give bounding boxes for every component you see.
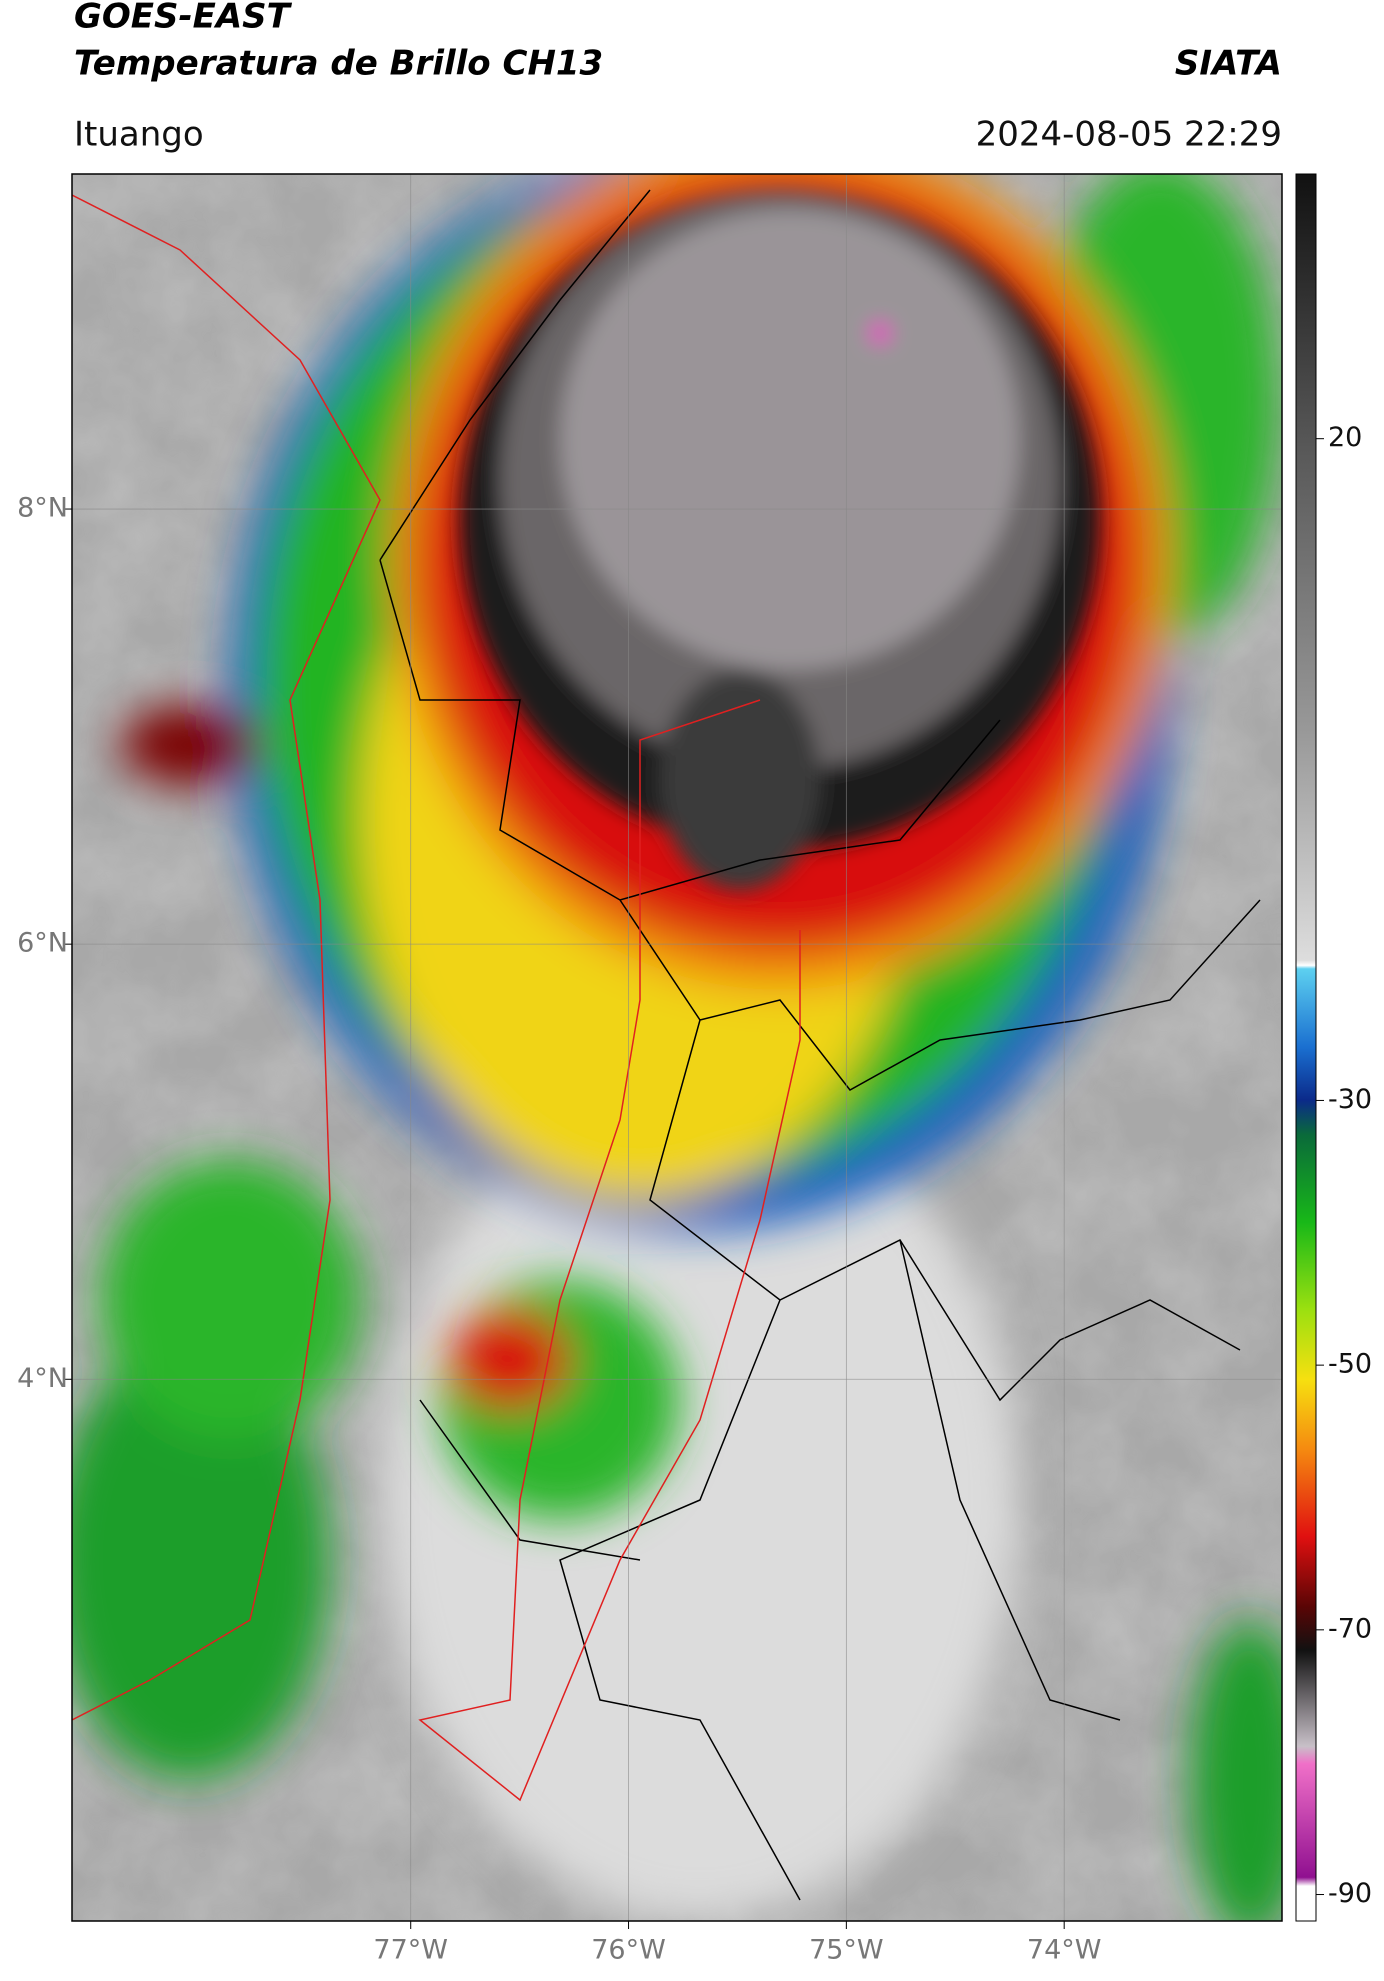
x-tick-label: 77°W (373, 1935, 448, 1966)
colorbar-tick-label: 20 (1328, 422, 1362, 453)
y-tick-label: 6°N (17, 928, 68, 959)
colorbar-tick-label: -30 (1328, 1084, 1372, 1115)
title: GOES-EAST (74, 0, 293, 37)
y-tick-label: 8°N (17, 493, 68, 524)
colorbar-tick-label: -90 (1328, 1878, 1372, 1909)
y-tick-label: 4°N (17, 1363, 68, 1394)
colorbar (1295, 173, 1317, 1922)
x-tick-label: 74°W (1027, 1935, 1102, 1966)
agency: SIATA (1175, 44, 1282, 84)
location: Ituango (74, 115, 204, 155)
map-frame (71, 173, 1283, 1922)
subtitle: Temperatura de Brillo CH13 (74, 44, 603, 84)
datetime: 2024-08-05 22:29 (976, 115, 1282, 155)
country-borders (72, 194, 801, 1802)
satellite-image (72, 174, 1282, 1921)
admin-borders (379, 189, 1261, 1901)
x-tick-label: 76°W (591, 1935, 666, 1966)
colorbar-tick-label: -50 (1328, 1349, 1372, 1380)
colorbar-tick-label: -70 (1328, 1613, 1372, 1644)
x-tick-label: 75°W (809, 1935, 884, 1966)
